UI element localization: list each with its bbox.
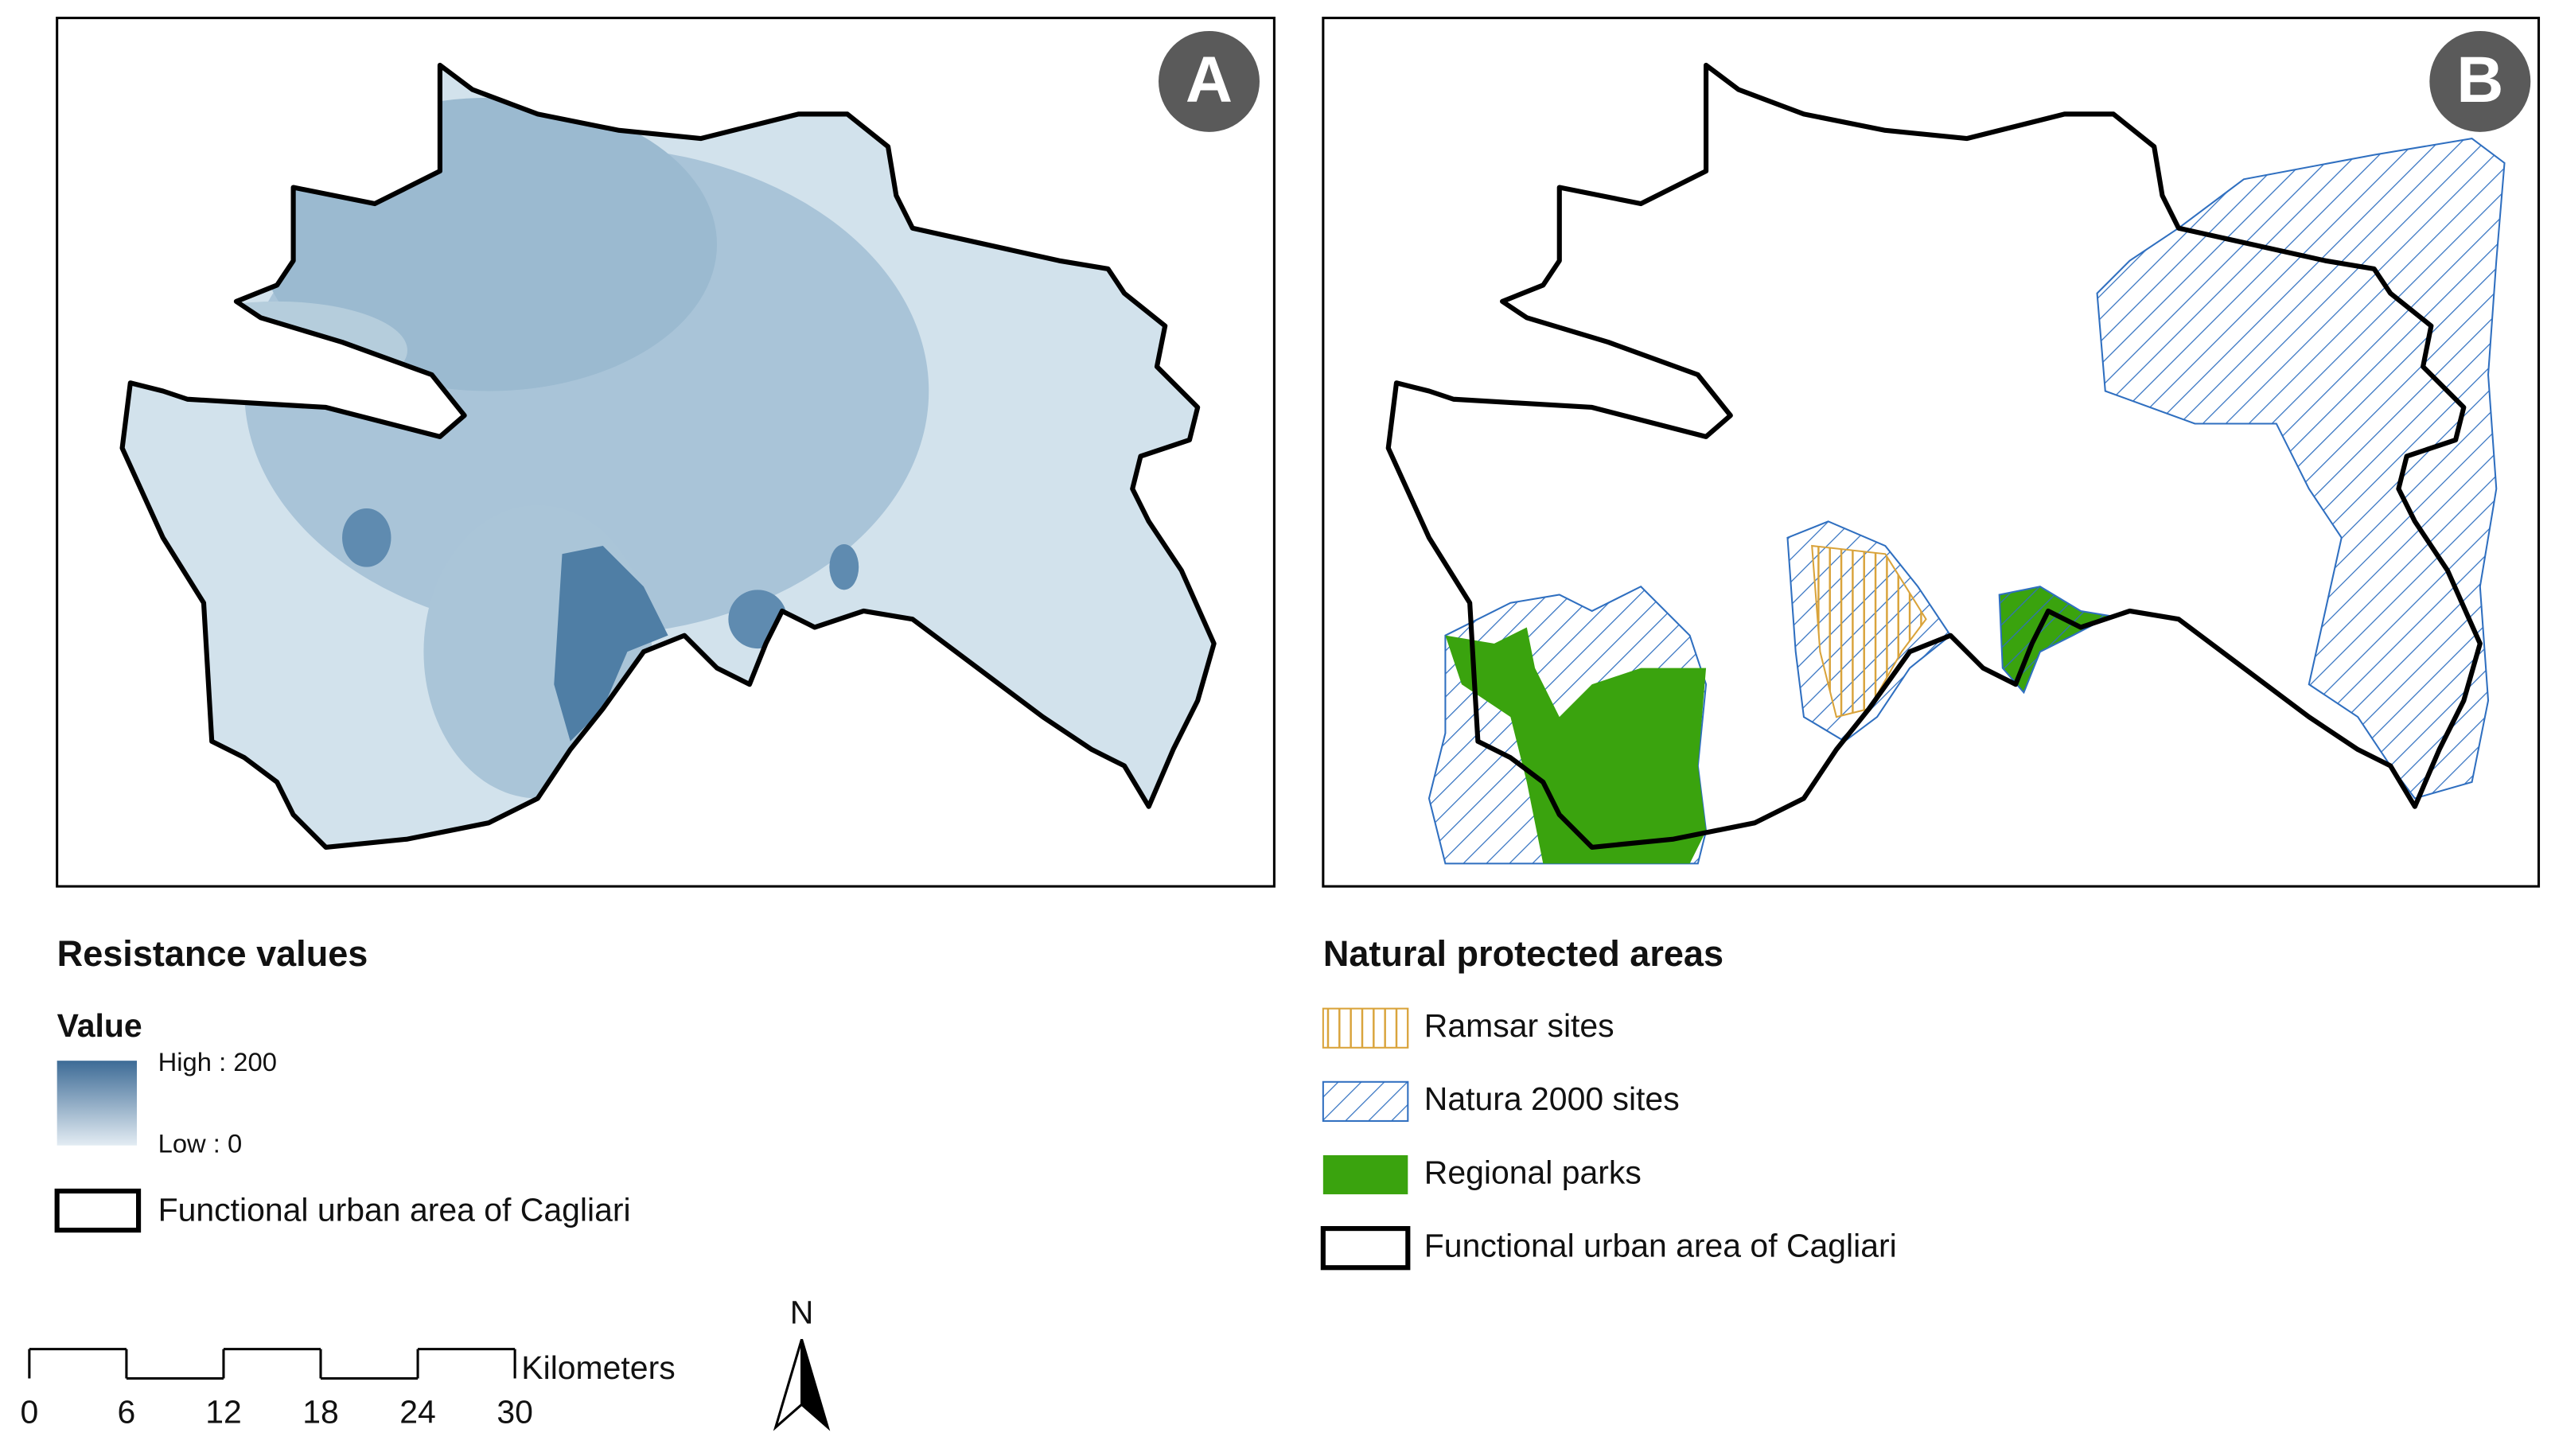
- scale-line: [28, 1348, 516, 1380]
- legend-low: Low : 0: [158, 1128, 243, 1158]
- panel-badge: [2429, 30, 2531, 132]
- north-label: N: [790, 1294, 814, 1330]
- scale-tick-label: 24: [399, 1393, 436, 1430]
- natura-swatch: [1322, 1080, 1409, 1122]
- panel-label: A: [1186, 44, 1233, 116]
- lagoon: [554, 546, 668, 742]
- scale-bar: 0 6 12 18 24 30 Kilometers: [20, 1348, 676, 1430]
- ramsar-swatch: [1322, 1007, 1409, 1049]
- scale-tick-label: 0: [20, 1393, 38, 1430]
- legend-item: Ramsar sites: [1424, 1007, 1614, 1044]
- legend-title: Natural protected areas: [1323, 933, 1723, 974]
- ramsar-area: [1811, 544, 1927, 718]
- protected-areas-map: [1389, 65, 2506, 865]
- legend-high: High : 200: [158, 1047, 277, 1076]
- scale-tick-label: 12: [205, 1393, 242, 1430]
- panel-label: B: [2456, 44, 2503, 116]
- panel-badge: [1159, 30, 1260, 132]
- scale-unit: Kilometers: [521, 1349, 675, 1386]
- natura-area: [1998, 586, 2113, 695]
- arrow-half: [800, 1338, 831, 1431]
- regional-park: [1445, 627, 1707, 864]
- arrow-half: [773, 1338, 804, 1431]
- gradient-swatch: [56, 1061, 138, 1146]
- legend-item: Functional urban area of Cagliari: [1424, 1227, 1897, 1263]
- legend-item: Natura 2000 sites: [1424, 1080, 1680, 1117]
- scale-tick-label: 6: [118, 1393, 136, 1430]
- legend-item: Regional parks: [1424, 1154, 1642, 1190]
- legend-subtitle: Value: [57, 1007, 142, 1044]
- legend-title: Resistance values: [57, 933, 368, 974]
- boundary-swatch: [54, 1188, 142, 1233]
- legend-item: Functional urban area of Cagliari: [158, 1191, 631, 1228]
- park-swatch: [1322, 1154, 1408, 1195]
- lake: [829, 544, 859, 590]
- north-arrow: N: [773, 1294, 831, 1431]
- scale-tick-label: 30: [497, 1393, 533, 1430]
- scale-tick-label: 18: [302, 1393, 339, 1430]
- lake: [342, 508, 391, 567]
- boundary-swatch: [1320, 1226, 1411, 1271]
